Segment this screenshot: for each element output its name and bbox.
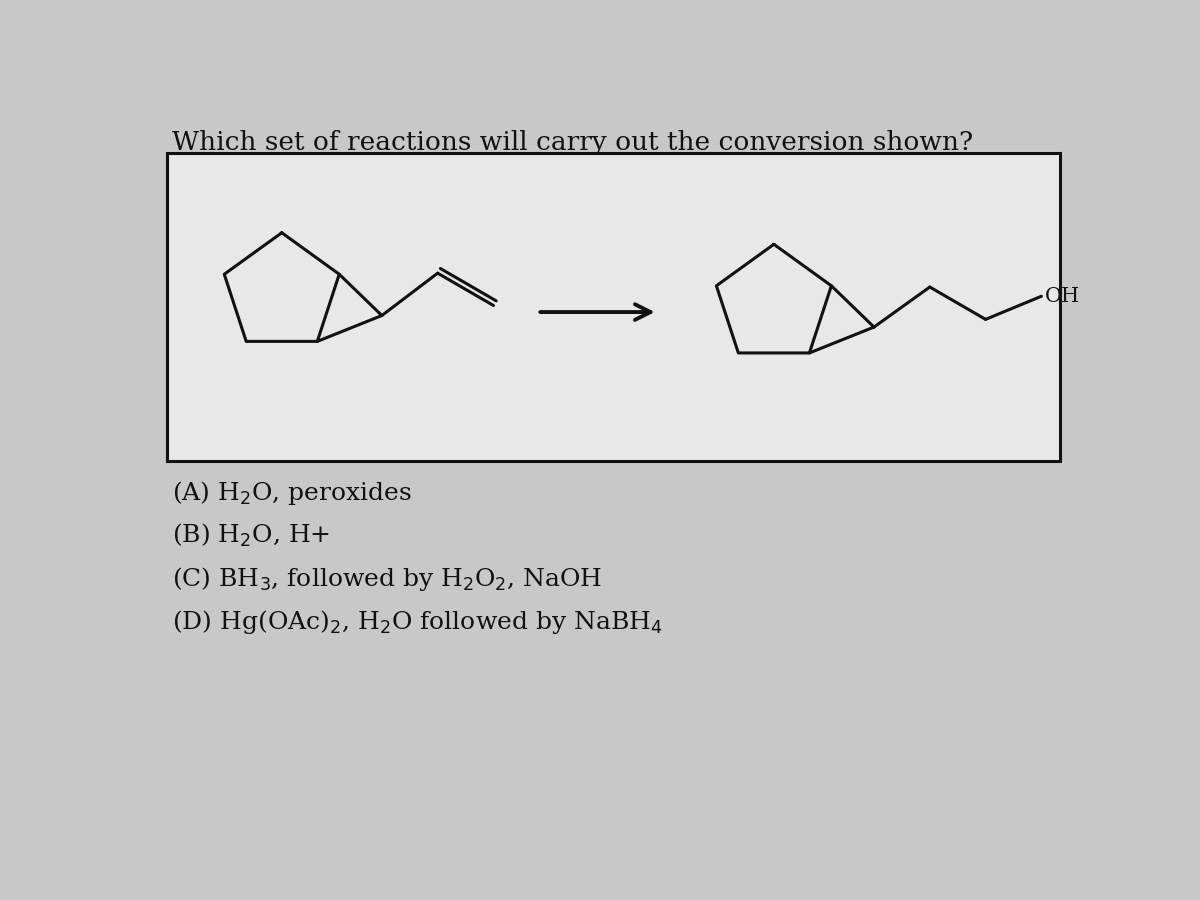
Text: Which set of reactions will carry out the conversion shown?: Which set of reactions will carry out th… <box>172 130 973 155</box>
Text: (B) H$_2$O, H+: (B) H$_2$O, H+ <box>172 522 330 550</box>
Text: OH: OH <box>1044 287 1080 306</box>
Bar <box>167 153 1060 461</box>
Text: (C) BH$_3$, followed by H$_2$O$_2$, NaOH: (C) BH$_3$, followed by H$_2$O$_2$, NaOH <box>172 565 602 593</box>
Text: (A) H$_2$O, peroxides: (A) H$_2$O, peroxides <box>172 479 412 507</box>
Text: (D) Hg(OAc)$_2$, H$_2$O followed by NaBH$_4$: (D) Hg(OAc)$_2$, H$_2$O followed by NaBH… <box>172 608 662 636</box>
